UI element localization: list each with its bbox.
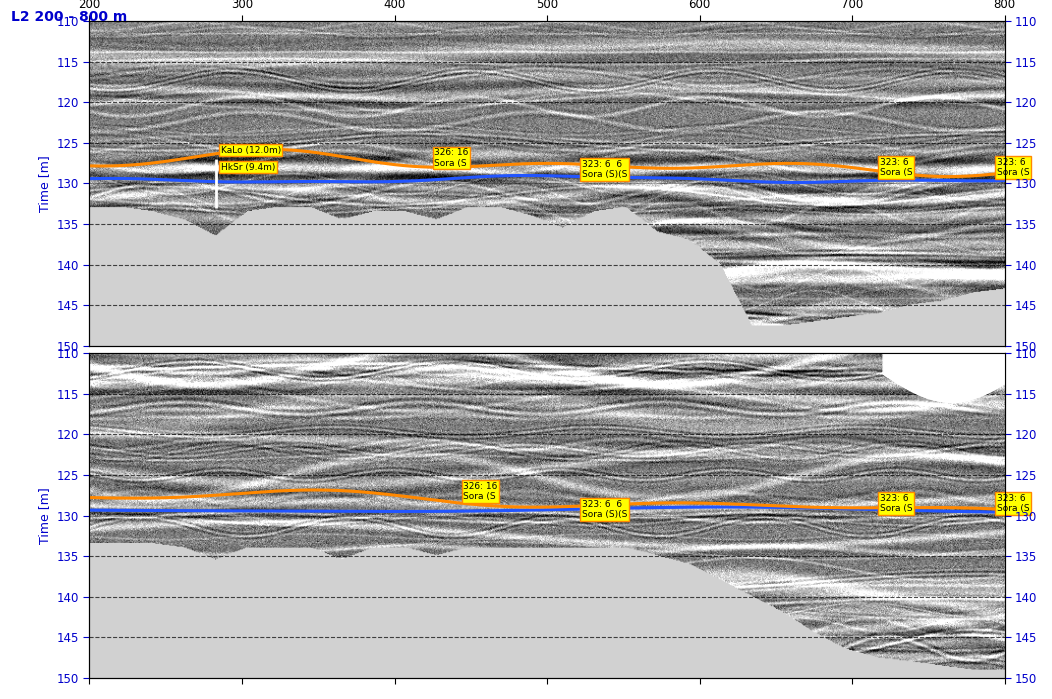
Text: KaLo (12.0m): KaLo (12.0m) (221, 145, 281, 154)
Y-axis label: Time [m]: Time [m] (38, 487, 52, 544)
Text: 326: 16
Sora (S: 326: 16 Sora (S (434, 148, 468, 168)
Text: L2 200 - 800 m: L2 200 - 800 m (11, 10, 127, 24)
Text: 323: 6  6
Sora (S)(S: 323: 6 6 Sora (S)(S (582, 159, 627, 179)
Text: HkSr (9.4m): HkSr (9.4m) (221, 163, 275, 172)
Text: 323: 6
Sora (S: 323: 6 Sora (S (879, 494, 912, 514)
Text: 323: 6
Sora (S: 323: 6 Sora (S (997, 494, 1030, 514)
Y-axis label: Time [m]: Time [m] (38, 155, 52, 212)
Text: 323: 6
Sora (S: 323: 6 Sora (S (997, 158, 1030, 178)
Text: 326: 16
Sora (S: 326: 16 Sora (S (463, 482, 498, 501)
Text: 323: 6
Sora (S: 323: 6 Sora (S (879, 158, 912, 178)
Text: 323: 6  6
Sora (S)(S: 323: 6 6 Sora (S)(S (582, 500, 627, 519)
